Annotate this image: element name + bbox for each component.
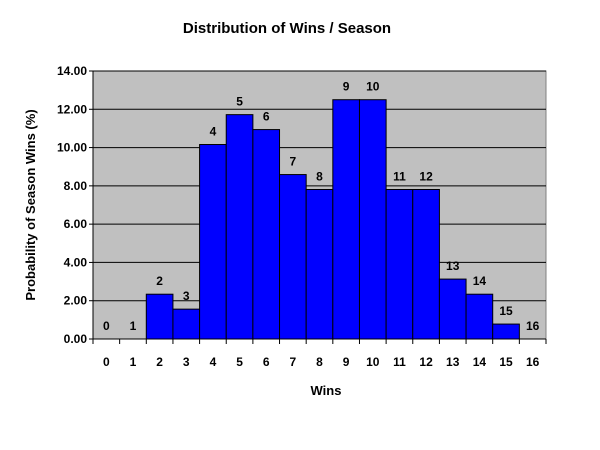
y-axis: 0.00 2.00 4.00 6.00 8.00 10.00 12.00 14.00 xyxy=(57,64,94,346)
data-label: 11 xyxy=(393,169,406,183)
data-label: 16 xyxy=(526,319,540,333)
x-tick-label: 6 xyxy=(263,355,270,369)
x-tick-label: 14 xyxy=(473,355,487,369)
data-label: 1 xyxy=(130,319,137,333)
data-label: 10 xyxy=(366,80,380,94)
data-label: 9 xyxy=(343,80,350,94)
chart-title: Distribution of Wins / Season xyxy=(183,20,391,37)
x-tick-label: 15 xyxy=(499,355,513,369)
bar-15 xyxy=(492,323,520,340)
x-axis: 0 1 2 3 4 5 6 7 8 9 10 11 12 13 14 15 16 xyxy=(92,338,547,369)
bars xyxy=(145,99,520,340)
x-tick-label: 0 xyxy=(103,355,110,369)
y-axis-title: Probability of Season Wins (%) xyxy=(23,109,38,300)
bar-4 xyxy=(199,144,227,340)
data-label: 3 xyxy=(183,289,190,303)
data-label: 2 xyxy=(156,274,163,288)
bar-2 xyxy=(145,293,174,340)
y-tick-label: 4.00 xyxy=(64,255,88,269)
bar-3 xyxy=(172,308,201,340)
x-tick-label: 3 xyxy=(183,355,190,369)
data-label: 0 xyxy=(103,319,110,333)
data-label: 4 xyxy=(210,125,217,139)
bar-12 xyxy=(412,188,440,340)
data-label: 15 xyxy=(499,304,513,318)
x-tick-label: 8 xyxy=(316,355,323,369)
x-tick-label: 2 xyxy=(156,355,163,369)
bar-13 xyxy=(438,278,467,340)
bar-14 xyxy=(465,293,494,340)
bar-10 xyxy=(358,99,387,340)
bar-5 xyxy=(225,114,254,340)
x-tick-label: 9 xyxy=(343,355,350,369)
bar-7 xyxy=(279,174,307,340)
x-tick-label: 16 xyxy=(526,355,540,369)
data-label: 12 xyxy=(419,169,433,183)
x-tick-label: 10 xyxy=(366,355,380,369)
bar-9 xyxy=(332,99,360,340)
x-tick-label: 12 xyxy=(419,355,433,369)
x-tick-label: 13 xyxy=(446,355,460,369)
y-tick-label: 2.00 xyxy=(64,294,88,308)
x-tick-label: 1 xyxy=(130,355,137,369)
bar-8 xyxy=(305,188,334,340)
x-tick-label: 7 xyxy=(290,355,297,369)
bar-6 xyxy=(252,129,281,340)
x-tick-label: 11 xyxy=(393,355,406,369)
y-tick-label: 14.00 xyxy=(57,64,87,78)
x-tick-label: 5 xyxy=(236,355,243,369)
x-tick-label: 4 xyxy=(210,355,217,369)
bar-11 xyxy=(385,188,414,340)
y-tick-label: 6.00 xyxy=(64,217,88,231)
y-tick-label: 12.00 xyxy=(57,102,87,116)
data-label: 13 xyxy=(446,259,460,273)
y-tick-label: 0.00 xyxy=(64,332,88,346)
data-label: 7 xyxy=(290,155,297,169)
y-tick-label: 10.00 xyxy=(57,141,87,155)
x-axis-title: Wins xyxy=(311,383,342,398)
data-label: 14 xyxy=(473,274,487,288)
data-label: 5 xyxy=(236,95,243,109)
y-tick-label: 8.00 xyxy=(64,179,88,193)
data-label: 8 xyxy=(316,169,323,183)
data-label: 6 xyxy=(263,110,270,124)
